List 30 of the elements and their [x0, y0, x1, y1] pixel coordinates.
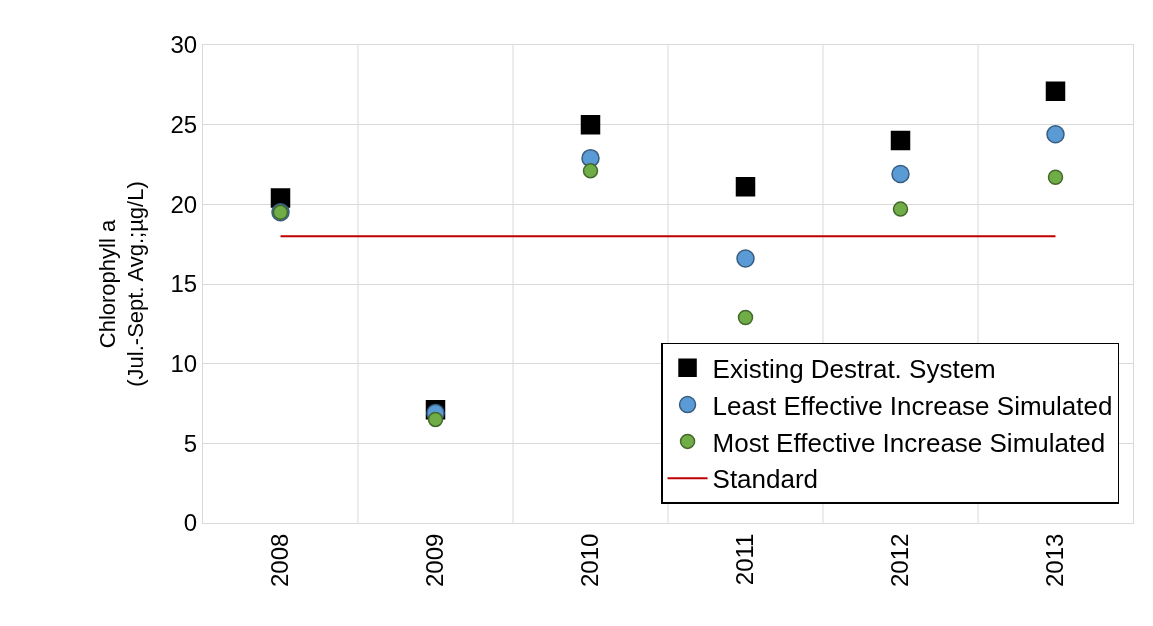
- point: [582, 163, 599, 179]
- y-axis-title: Chlorophyll a (Jul.-Sept. Avg.;µg/L): [94, 181, 149, 387]
- point: [890, 130, 911, 151]
- point: [737, 309, 754, 326]
- point: [892, 201, 909, 217]
- legend-label: Existing Destrat. System: [712, 353, 996, 384]
- point: [1045, 81, 1066, 101]
- x-tick-label: 2010: [576, 533, 604, 587]
- legend-label: Standard: [712, 464, 819, 495]
- x-tick-label: 2009: [421, 533, 449, 587]
- point: [427, 411, 444, 428]
- legend-label: Least Effective Increase Simulated: [712, 390, 1113, 421]
- y-tick-label: 5: [183, 429, 198, 457]
- y-tick-label: 25: [170, 111, 198, 139]
- y-tick-label: 15: [170, 270, 198, 298]
- point: [735, 177, 756, 197]
- point: [580, 114, 601, 135]
- point: [1047, 169, 1064, 185]
- y-tick-label: 20: [170, 190, 198, 218]
- point: [736, 249, 755, 268]
- point: [891, 164, 910, 184]
- x-tick-label: 2012: [886, 533, 914, 587]
- x-tick-label: 2013: [1041, 533, 1069, 587]
- y-tick-label: 10: [170, 350, 198, 378]
- legend-label: Most Effective Increase Simulated: [712, 427, 1106, 458]
- x-tick-label: 2008: [266, 533, 294, 587]
- point: [1046, 124, 1065, 144]
- x-tick-label: 2011: [731, 533, 759, 586]
- y-tick-label: 30: [170, 31, 198, 59]
- y-tick-label: 0: [183, 509, 198, 537]
